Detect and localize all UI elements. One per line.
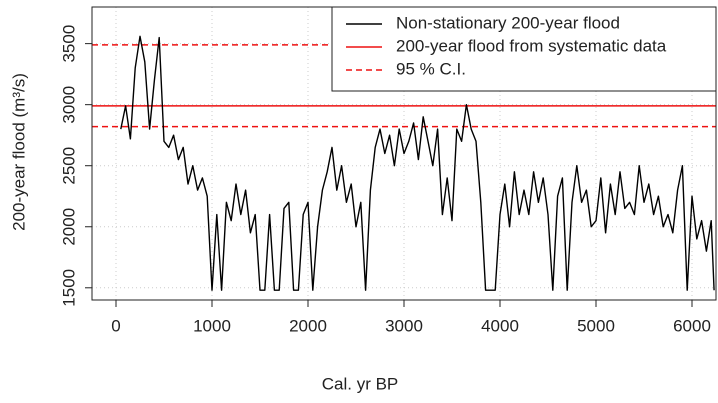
y-tick-label: 1500 <box>59 269 78 307</box>
y-axis-label: 200-year flood (m³/s) <box>9 73 28 231</box>
y-tick-label: 3500 <box>59 25 78 63</box>
y-tick-label: 2000 <box>59 208 78 246</box>
data-line <box>120 35 715 291</box>
legend-label: 95 % C.I. <box>396 59 466 78</box>
legend-box <box>331 6 717 92</box>
legend-label: Non-stationary 200-year flood <box>396 13 620 32</box>
x-tick-label: 0 <box>111 316 120 335</box>
y-tick-label: 2500 <box>59 147 78 185</box>
x-axis-label: Cal. yr BP <box>322 374 399 393</box>
x-tick-label: 2000 <box>289 316 327 335</box>
legend-label: 200-year flood from systematic data <box>396 36 667 55</box>
x-tick-label: 5000 <box>577 316 615 335</box>
x-tick-label: 3000 <box>385 316 423 335</box>
y-tick-label: 3000 <box>59 86 78 124</box>
x-tick-label: 4000 <box>481 316 519 335</box>
x-tick-label: 6000 <box>673 316 711 335</box>
x-tick-label: 1000 <box>193 316 231 335</box>
